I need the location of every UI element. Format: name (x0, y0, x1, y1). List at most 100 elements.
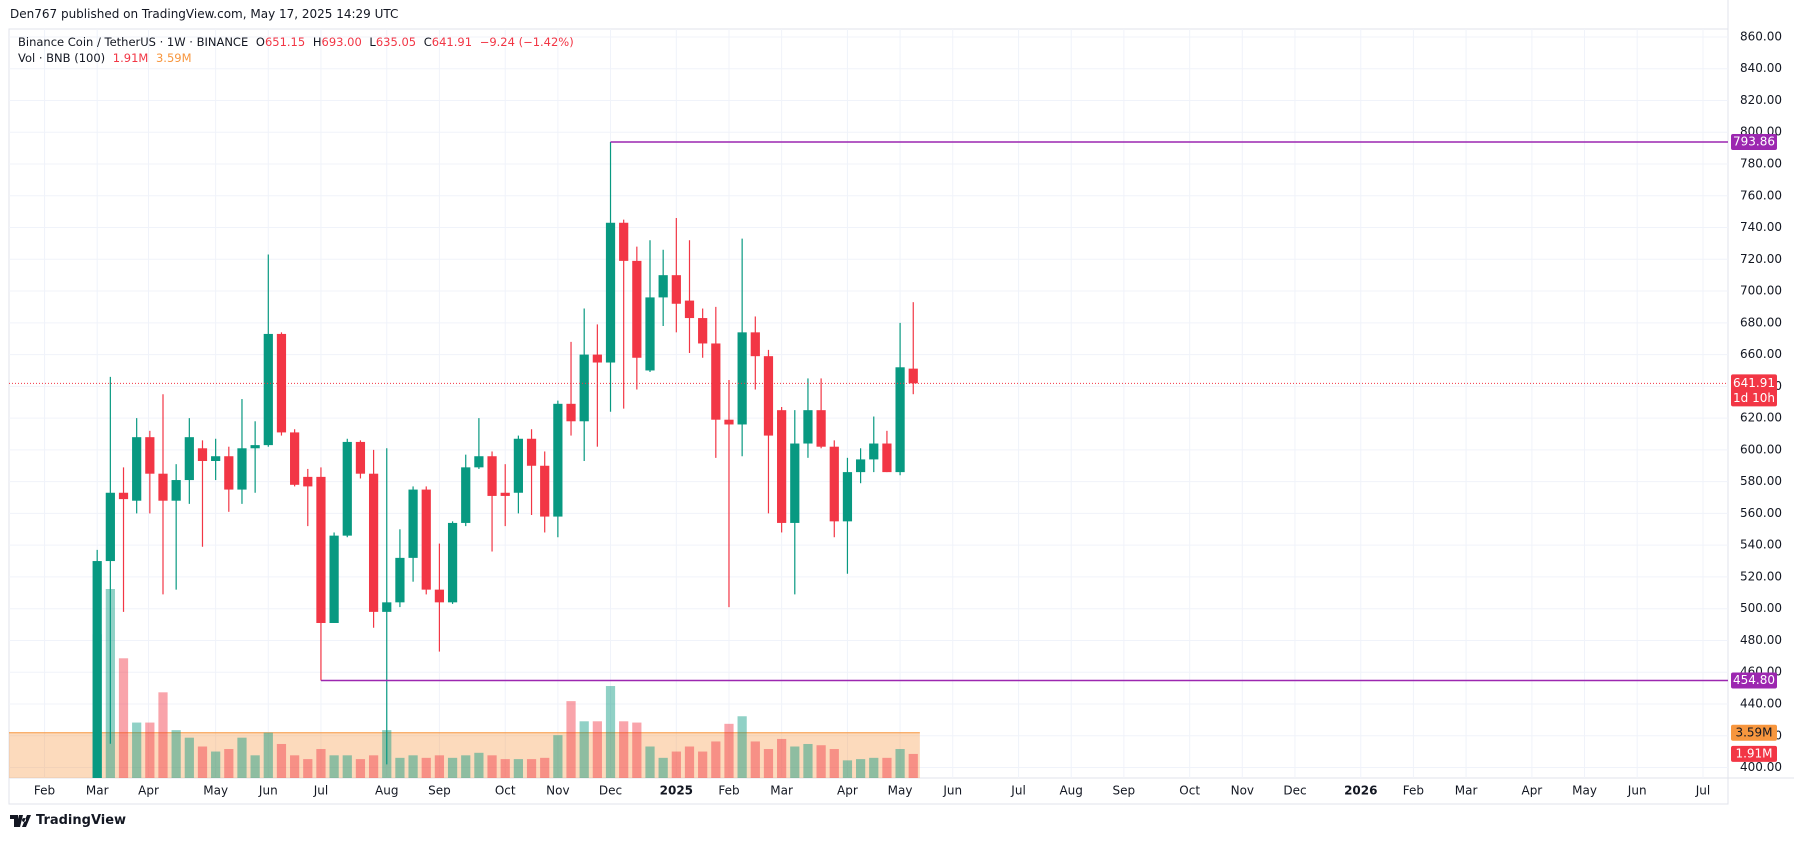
volume-bar (711, 741, 721, 778)
volume-bar (184, 737, 194, 778)
symbol-legend: Binance Coin / TetherUS · 1W · BINANCE O… (18, 35, 578, 49)
candle-body (777, 410, 787, 523)
candle-body (263, 333, 273, 446)
volume-bar (513, 759, 523, 778)
volume-bar (290, 755, 300, 778)
candle-body (724, 419, 734, 425)
volume-bar (487, 755, 497, 778)
y-tick-label: 840.00 (1740, 61, 1782, 75)
candle-body (395, 557, 405, 603)
candle-body (329, 535, 339, 623)
volume-bar (619, 721, 629, 778)
y-tick-label: 540.00 (1740, 538, 1782, 552)
volume-bar (895, 749, 905, 778)
y-tick-label: 620.00 (1740, 411, 1782, 425)
y-tick-label: 500.00 (1740, 601, 1782, 615)
x-tick-label: 2026 (1344, 784, 1377, 798)
volume-bar (908, 753, 918, 778)
legend-value: 635.05 (375, 35, 417, 49)
logo (10, 814, 31, 827)
candle-body (461, 467, 471, 523)
volume-bar (474, 752, 484, 778)
candle-body (592, 354, 602, 363)
candle-body (763, 356, 774, 436)
x-tick-label: Jun (258, 784, 278, 798)
volume-bar (579, 721, 589, 778)
level-label: 793.86 (1733, 134, 1775, 148)
candle-body (145, 437, 155, 474)
candle-body (790, 443, 800, 523)
volume-legend: Vol · BNB (100) 1.91M 3.59M (18, 51, 196, 65)
volume-ma-label-bg (1731, 724, 1777, 741)
level-label-bg (1731, 672, 1777, 689)
y-tick-label: 400.00 (1740, 760, 1782, 774)
candle-body (197, 448, 208, 461)
y-tick-label: 780.00 (1740, 156, 1782, 170)
candle-body (855, 459, 866, 473)
candle-body (658, 275, 668, 298)
candle-body (803, 410, 813, 444)
candle-body (368, 473, 379, 612)
x-tick-label: Dec (599, 784, 622, 798)
candle-body (619, 222, 629, 261)
x-tick-label: Jun (1627, 784, 1647, 798)
y-tick-label: 740.00 (1740, 220, 1782, 234)
candle-body (684, 300, 695, 319)
volume-bar (777, 738, 787, 778)
legend-change: −9.24 (−1.42%) (479, 35, 574, 49)
legend-value: 641.91 (431, 35, 473, 49)
x-tick-label: Feb (34, 784, 55, 798)
volume-bar (592, 721, 602, 778)
x-tick-label: Apr (837, 784, 858, 798)
symbol-title: Binance Coin / TetherUS · 1W · BINANCE (18, 35, 249, 49)
volume-bar (553, 735, 563, 778)
y-tick-label: 860.00 (1740, 29, 1782, 43)
volume-bar (145, 722, 155, 778)
candle-body (237, 448, 247, 490)
volume-label-bg (1731, 745, 1777, 762)
candle-body (303, 476, 313, 487)
x-tick-label: Feb (718, 784, 739, 798)
last-price-label: 641.91 (1733, 376, 1775, 390)
x-tick-label: Jun (942, 784, 962, 798)
x-tick-label: Sep (1113, 784, 1136, 798)
volume-bar (171, 730, 181, 778)
x-tick-label: Mar (770, 784, 793, 798)
candle-body (816, 410, 826, 447)
legend-value: 651.15 (264, 35, 306, 49)
volume-bar (671, 751, 681, 778)
volume-bar (303, 759, 313, 778)
volume-bar (276, 743, 287, 778)
volume-bar (855, 759, 866, 778)
x-tick-label: Dec (1283, 784, 1306, 798)
x-tick-label: Jul (313, 784, 328, 798)
volume-bar (698, 751, 708, 778)
candle-body (421, 489, 431, 590)
volume-bar (526, 759, 537, 778)
volume-bar (605, 686, 616, 778)
y-tick-label: 480.00 (1740, 633, 1782, 647)
x-tick-label: Oct (495, 784, 516, 798)
candle-body (408, 489, 418, 558)
candle-body (671, 275, 681, 304)
candle-body (250, 445, 260, 449)
volume-bar (211, 751, 221, 778)
x-tick-label: May (1572, 784, 1597, 798)
candle-body (158, 473, 168, 501)
volume-bar (500, 759, 510, 778)
volume-bar (158, 692, 168, 778)
x-tick-label: May (888, 784, 913, 798)
candle-body (579, 354, 589, 422)
volume-bar (540, 757, 550, 778)
x-tick-label: Oct (1179, 784, 1200, 798)
candle-body (224, 456, 234, 490)
candle-body (316, 476, 326, 623)
axes: 400.00420.00440.00460.00480.00500.00520.… (34, 29, 1782, 797)
candle-body (842, 472, 853, 522)
published-note: Den767 published on TradingView.com, May… (10, 7, 399, 21)
volume-bar (395, 757, 405, 778)
volume-bar (763, 749, 774, 778)
candle-body (566, 403, 576, 422)
candle-body (487, 456, 497, 496)
